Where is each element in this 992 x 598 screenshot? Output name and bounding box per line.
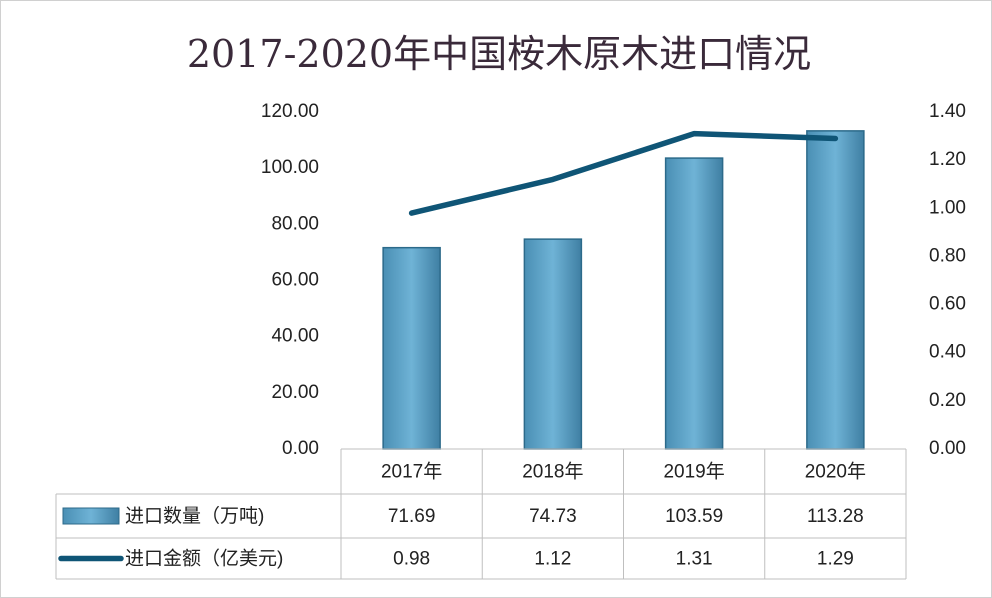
right-axis: 0.00 0.20 0.40 0.60 0.80 1.00 1.20 1.40 bbox=[929, 101, 966, 459]
bar bbox=[664, 157, 724, 450]
series-line bbox=[408, 130, 839, 216]
data-label: 113.28 bbox=[807, 506, 864, 527]
right-tick-label: 1.20 bbox=[929, 149, 966, 170]
chart-title: 2017-2020年中国桉木原木进口情况 bbox=[187, 32, 811, 76]
category-label: 2020年 bbox=[805, 461, 866, 483]
legend-bar-swatch bbox=[62, 507, 120, 525]
category-label: 2017年 bbox=[381, 461, 442, 483]
left-tick-label: 100.00 bbox=[261, 157, 319, 178]
right-tick-label: 1.40 bbox=[929, 101, 966, 122]
right-tick-label: 1.00 bbox=[929, 197, 966, 218]
bar bbox=[382, 246, 441, 450]
category-label: 2018年 bbox=[522, 461, 583, 483]
data-label: 71.69 bbox=[388, 506, 436, 527]
category-label: 2019年 bbox=[663, 461, 724, 483]
data-label: 0.98 bbox=[393, 549, 430, 570]
data-label: 1.31 bbox=[676, 549, 713, 570]
right-tick-label: 0.20 bbox=[929, 390, 966, 411]
left-tick-label: 120.00 bbox=[261, 101, 319, 122]
legend-label: 进口数量（万吨) bbox=[125, 505, 264, 527]
right-tick-label: 0.00 bbox=[929, 438, 966, 459]
right-tick-label: 0.80 bbox=[929, 245, 966, 266]
legend-label: 进口金额（亿美元) bbox=[125, 548, 283, 570]
data-label: 1.29 bbox=[817, 549, 854, 570]
left-tick-label: 0.00 bbox=[282, 438, 319, 459]
left-tick-label: 80.00 bbox=[271, 213, 319, 234]
bar bbox=[806, 130, 865, 450]
right-tick-label: 0.60 bbox=[929, 294, 966, 315]
data-label: 1.12 bbox=[534, 549, 571, 570]
line-series bbox=[408, 130, 839, 216]
left-tick-label: 20.00 bbox=[271, 382, 319, 403]
data-label: 103.59 bbox=[665, 506, 723, 527]
left-tick-label: 60.00 bbox=[271, 270, 319, 291]
left-axis: 0.00 20.00 40.00 60.00 80.00 100.00 120.00 bbox=[261, 101, 319, 459]
bar-series bbox=[382, 130, 865, 450]
data-label: 74.73 bbox=[529, 506, 577, 527]
right-tick-label: 0.40 bbox=[929, 342, 966, 363]
left-tick-label: 40.00 bbox=[271, 326, 319, 347]
bar bbox=[523, 238, 583, 450]
